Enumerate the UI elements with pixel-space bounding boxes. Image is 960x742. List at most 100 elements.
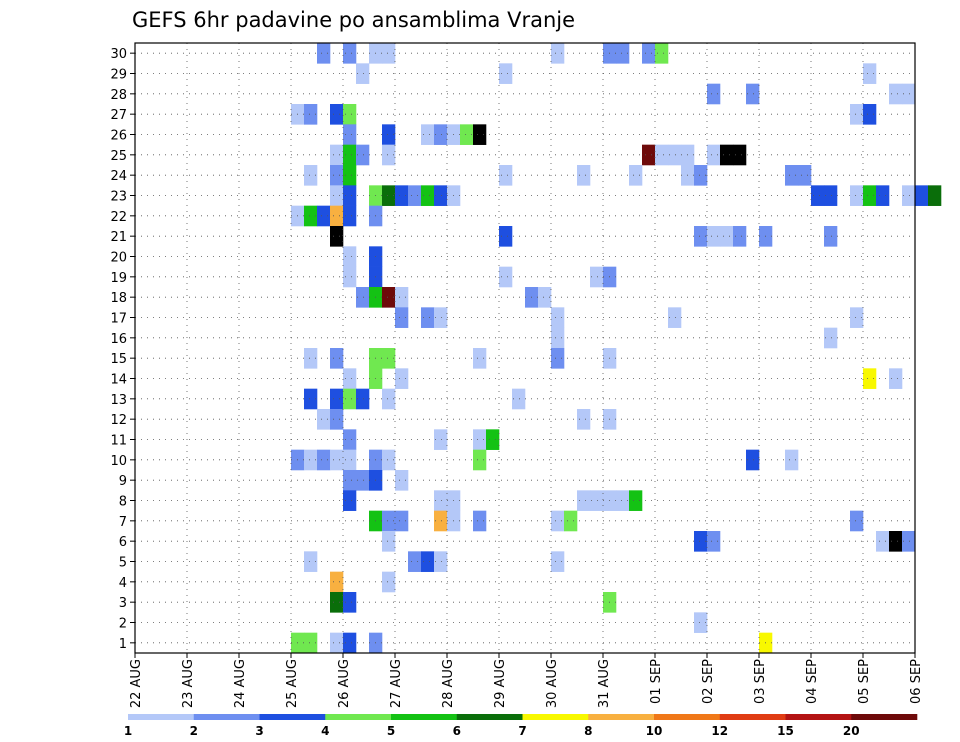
heatmap-cell [707,531,721,552]
y-tick-label: 29 [110,68,127,83]
legend-label: 7 [518,724,526,738]
heatmap-cell [330,165,344,186]
heatmap-cell [343,449,357,471]
x-tick-label: 26 AUG [337,659,352,708]
heatmap-cell [356,388,370,410]
heatmap-cell [577,165,591,186]
legend-label: 15 [777,724,794,738]
heatmap-cell [551,348,565,369]
heatmap-cell [473,124,487,145]
heatmap-cell [629,165,643,186]
x-tick-label: 02 SEP [701,659,716,704]
heatmap-cell [395,287,409,308]
heatmap-cell [356,63,370,84]
y-tick-label: 14 [110,373,127,388]
heatmap-cell [330,449,344,471]
heatmap-cell [616,43,630,64]
heatmap-cell [590,266,604,288]
y-tick-label: 12 [110,413,127,428]
y-tick-label: 15 [110,352,127,367]
heatmap-cell [590,490,604,511]
heatmap-cell [408,551,422,572]
chart-title: GEFS 6hr padavine po ansamblima Vranje [132,8,575,32]
heatmap-cell [889,83,903,105]
heatmap-cell [746,449,760,471]
heatmap-cell [889,531,903,552]
legend-swatch [851,714,918,720]
y-tick-label: 10 [110,454,127,469]
heatmap-cell [343,388,357,410]
heatmap-cell [564,510,578,532]
heatmap-cell [382,185,396,206]
heatmap-cell [863,368,877,389]
heatmap-cell [421,551,435,572]
heatmap-cell [785,449,799,471]
y-tick-label: 9 [119,474,127,489]
y-tick-label: 1 [119,637,127,652]
legend-label: 5 [387,724,395,738]
heatmap-cell [460,124,474,145]
legend-label: 3 [255,724,263,738]
heatmap-cell [304,348,318,369]
x-tick-label: 01 SEP [649,659,664,704]
heatmap-cell [850,185,864,206]
heatmap-cell [330,226,344,247]
legend-swatch [456,714,523,720]
plot-frame [134,42,916,654]
heatmap-cell [343,470,357,491]
y-tick-label: 5 [119,556,127,571]
heatmap-cell [343,104,357,125]
x-tick-label: 22 AUG [129,659,144,708]
heatmap-cell [889,368,903,389]
y-tick-label: 2 [119,617,127,632]
heatmap-cell [434,307,448,328]
heatmap-cell [850,307,864,328]
heatmap-cell [356,287,370,308]
heatmap-cell [551,327,565,349]
heatmap-cell [694,531,708,552]
heatmap-cell [473,510,487,532]
heatmap-cell [304,165,318,186]
heatmap-cell [551,551,565,572]
heatmap-cell [343,124,357,145]
heatmap-cell [356,144,370,166]
grid-lines [134,43,916,653]
y-tick-label: 27 [110,108,127,123]
heatmap-cell [434,124,448,145]
heatmap-cell [304,388,318,410]
legend-swatch [391,714,458,720]
heatmap-cell [421,185,435,206]
heatmap-cell [330,632,344,654]
heatmap-cell [330,388,344,410]
heatmap-cell [486,429,500,450]
heatmap-cell [395,510,409,532]
x-tick-label: 05 SEP [857,659,872,704]
heatmap-cell [330,571,344,593]
heatmap-cell [811,185,825,206]
heatmap-cell [343,246,357,267]
legend-label: 20 [843,724,860,738]
y-tick-label: 26 [110,129,127,144]
heatmap-cell [642,43,656,64]
heatmap-cell [850,104,864,125]
heatmap-cell [382,124,396,145]
heatmap-cell [421,124,435,145]
heatmap-cell [824,226,838,247]
y-tick-label: 3 [119,596,127,611]
y-tick-label: 8 [119,495,127,510]
y-tick-label: 11 [110,434,127,449]
y-tick-label: 13 [110,393,127,408]
heatmap-cell [512,388,526,410]
heatmap-cell [343,266,357,288]
legend-swatch [128,714,195,720]
y-tick-label: 28 [110,88,127,103]
heatmap-cell [330,205,344,227]
heatmap-cell [395,470,409,491]
heatmap-cell [434,510,448,532]
legend-label: 4 [321,724,329,738]
x-tick-label: 23 AUG [181,659,196,708]
heatmap-cell [382,43,396,64]
heatmap-cell [720,144,734,166]
heatmap-cell [395,368,409,389]
